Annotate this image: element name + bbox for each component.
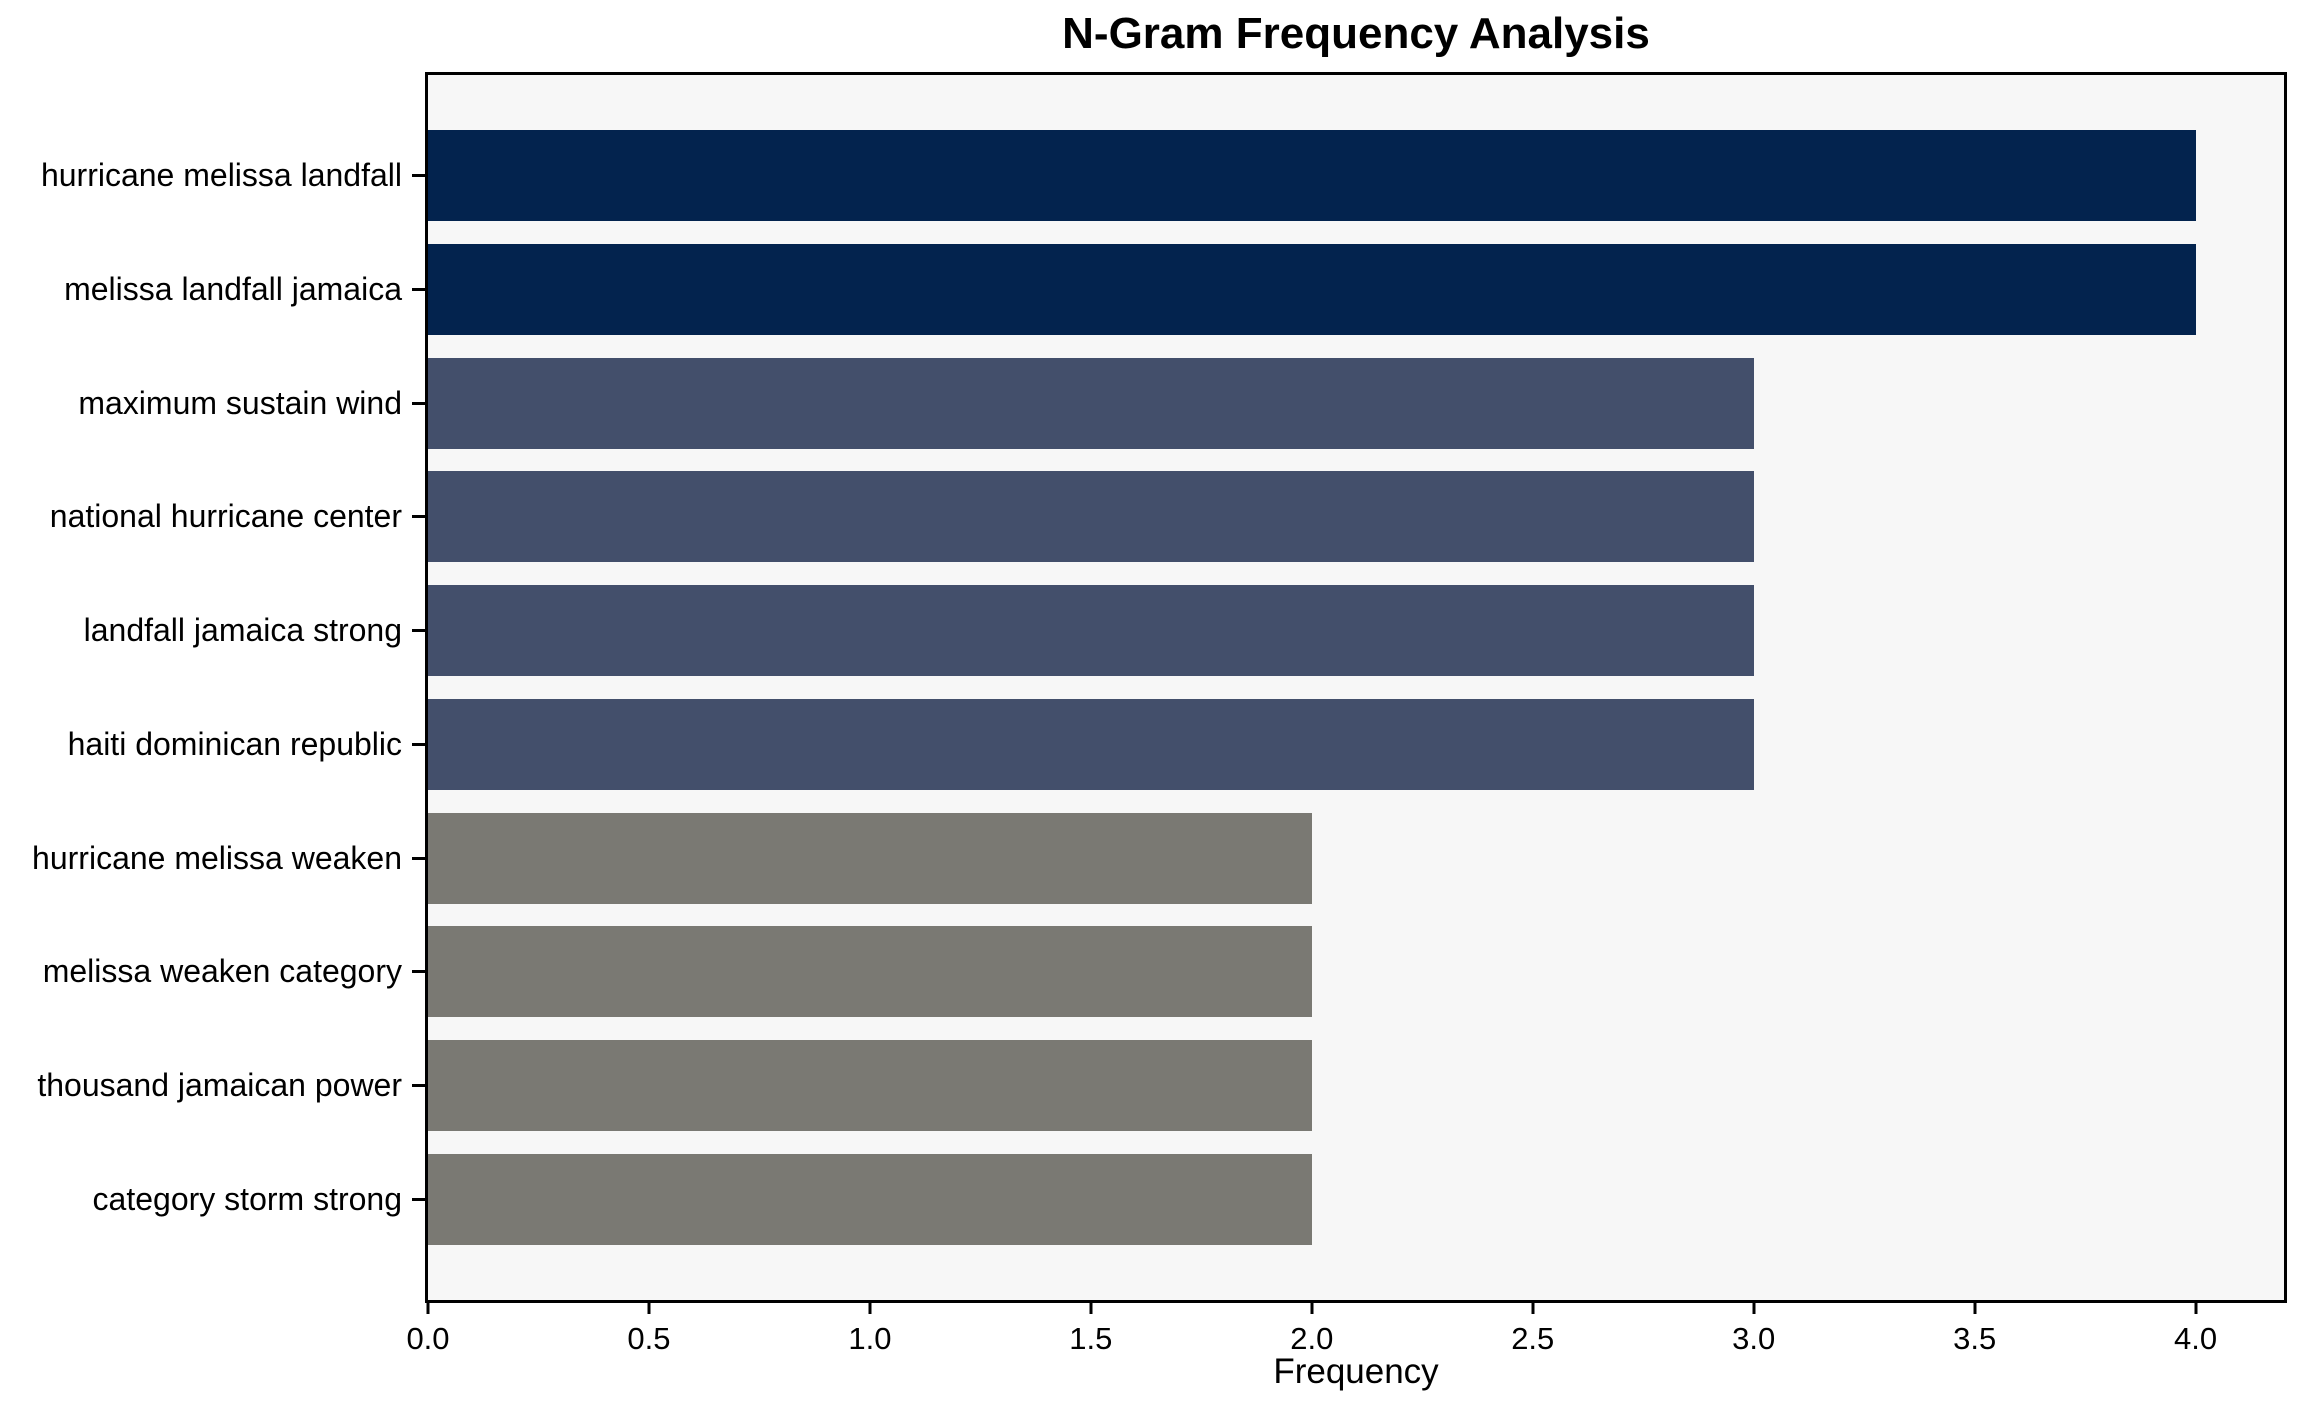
y-tick-label: maximum sustain wind: [78, 384, 402, 421]
y-tick-label: hurricane melissa landfall: [40, 157, 402, 194]
bar-landfall-jamaica-strong: [428, 585, 1754, 677]
y-tick-label: category storm strong: [92, 1180, 402, 1217]
y-tick-mark: [412, 515, 425, 519]
y-tick-mark: [412, 288, 425, 292]
y-tick-row: maximum sustain wind: [0, 346, 425, 460]
y-axis-labels: hurricane melissa landfall melissa landfa…: [0, 119, 425, 1256]
y-tick-row: national hurricane center: [0, 460, 425, 574]
y-tick-row: melissa weaken category: [0, 915, 425, 1029]
plot-area: [425, 72, 2287, 1303]
y-tick-mark: [412, 970, 425, 974]
bar-maximum-sustain-wind: [428, 357, 1754, 449]
y-tick-label: melissa weaken category: [42, 953, 402, 990]
y-tick-mark: [412, 629, 425, 633]
x-tick-mark: [1752, 1303, 1756, 1314]
x-tick-label: 0.0: [406, 1321, 450, 1356]
bar-row: [428, 574, 2284, 688]
bar-national-hurricane-center: [428, 471, 1754, 563]
y-tick-row: melissa landfall jamaica: [0, 233, 425, 347]
bar-row: [428, 801, 2284, 915]
x-tick-mark: [1973, 1303, 1977, 1314]
y-tick-mark: [412, 174, 425, 178]
chart-title: N-Gram Frequency Analysis: [1062, 9, 1650, 58]
bar-row: [428, 688, 2284, 802]
x-tick-label: 0.5: [627, 1321, 671, 1356]
x-tick-label: 2.0: [1290, 1321, 1334, 1356]
y-tick-row: hurricane melissa weaken: [0, 801, 425, 915]
y-tick-mark: [412, 742, 425, 746]
bar-row: [428, 1142, 2284, 1256]
y-tick-row: hurricane melissa landfall: [0, 119, 425, 233]
y-tick-mark: [412, 401, 425, 405]
x-tick-label: 1.0: [848, 1321, 892, 1356]
x-tick-label: 1.5: [1069, 1321, 1113, 1356]
x-tick-label: 4.0: [2174, 1321, 2218, 1356]
x-tick-label: 3.0: [1732, 1321, 1776, 1356]
y-tick-mark: [412, 1197, 425, 1201]
x-tick-mark: [2194, 1303, 2198, 1314]
x-tick-mark: [647, 1303, 651, 1314]
bar-row: [428, 915, 2284, 1029]
x-tick-mark: [1310, 1303, 1314, 1314]
bar-melissa-landfall-jamaica: [428, 244, 2196, 336]
bar-hurricane-melissa-landfall: [428, 130, 2196, 222]
y-tick-label: landfall jamaica strong: [83, 612, 402, 649]
x-tick-label: 2.5: [1511, 1321, 1555, 1356]
x-tick-label: 3.5: [1953, 1321, 1997, 1356]
y-tick-label: hurricane melissa weaken: [32, 839, 402, 876]
y-tick-label: melissa landfall jamaica: [64, 271, 402, 308]
x-axis-label: Frequency: [1273, 1352, 1439, 1391]
bar-row: [428, 346, 2284, 460]
bar-row: [428, 233, 2284, 347]
y-tick-mark: [412, 856, 425, 860]
bar-row: [428, 119, 2284, 233]
x-axis-ticks: 0.0 0.5 1.0 1.5 2.0 2.5 3.0 3.5 4.0: [406, 1303, 2284, 1373]
y-tick-row: haiti dominican republic: [0, 688, 425, 802]
bar-category-storm-strong: [428, 1153, 1312, 1245]
bar-hurricane-melissa-weaken: [428, 812, 1312, 904]
bars-container: [428, 119, 2284, 1256]
y-tick-mark: [412, 1083, 425, 1087]
x-tick-mark: [868, 1303, 872, 1314]
bar-row: [428, 1029, 2284, 1143]
y-tick-row: landfall jamaica strong: [0, 574, 425, 688]
y-tick-label: national hurricane center: [49, 498, 402, 535]
y-tick-label: haiti dominican republic: [67, 725, 402, 762]
x-tick-mark: [1089, 1303, 1093, 1314]
y-tick-label: thousand jamaican power: [37, 1066, 402, 1103]
y-tick-row: category storm strong: [0, 1142, 425, 1256]
bar-row: [428, 460, 2284, 574]
x-tick-mark: [1531, 1303, 1535, 1314]
bar-thousand-jamaican-power: [428, 1040, 1312, 1131]
x-tick-mark: [426, 1303, 430, 1314]
bar-melissa-weaken-category: [428, 926, 1312, 1018]
bar-haiti-dominican-republic: [428, 698, 1754, 790]
y-tick-row: thousand jamaican power: [0, 1029, 425, 1143]
